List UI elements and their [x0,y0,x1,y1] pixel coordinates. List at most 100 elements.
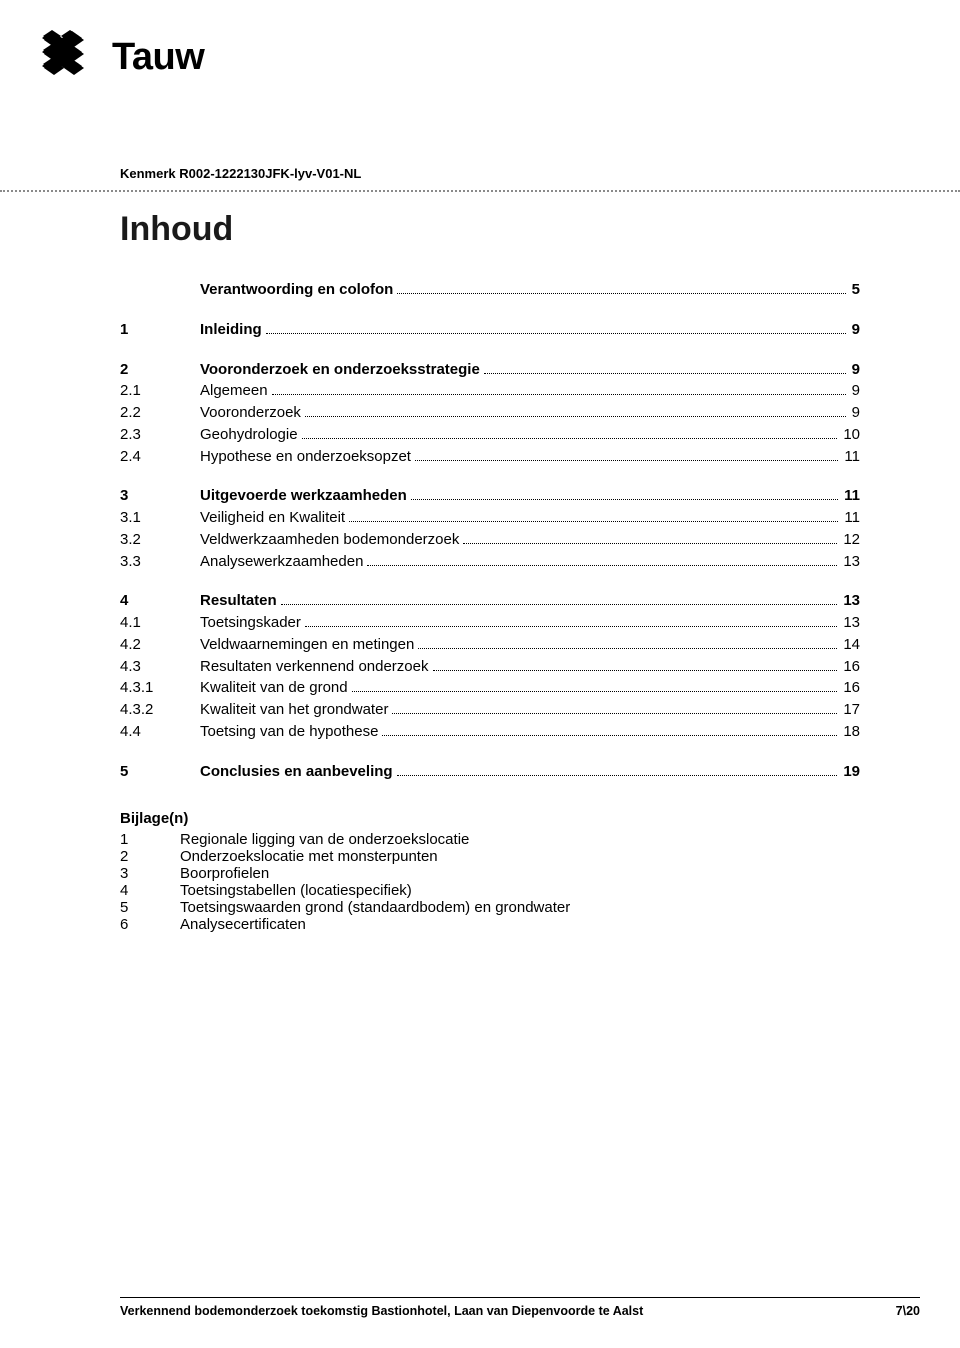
toc-entry-number: 4.4 [120,721,200,743]
footer-page-number: 7\20 [896,1304,920,1318]
toc-entry-number: 2.4 [120,446,200,468]
toc-entry-page: 9 [850,319,860,341]
toc-entry-page: 16 [841,656,860,678]
toc-entry: 3.3Analysewerkzaamheden13 [120,551,860,573]
toc-entry-page: 5 [850,279,860,301]
toc-leader-dots [302,430,838,439]
appendix-number: 5 [120,899,180,916]
page-footer: Verkennend bodemonderzoek toekomstig Bas… [120,1297,920,1318]
toc-leader-dots [349,513,838,522]
appendix-number: 1 [120,831,180,848]
toc-entry-title: Veiligheid en Kwaliteit [200,507,345,529]
toc-entry: 2.3Geohydrologie10 [120,424,860,446]
toc-leader-dots [281,596,838,605]
appendices: Bijlage(n) 1Regionale ligging van de ond… [120,810,860,933]
toc-entry-title: Kwaliteit van het grondwater [200,699,388,721]
divider-dotted [0,190,960,192]
toc-entry-number: 4.2 [120,634,200,656]
appendix-number: 4 [120,882,180,899]
toc-entry-number: 2.3 [120,424,200,446]
toc-entry-number: 4.3.2 [120,699,200,721]
toc-entry: 1Inleiding 9 [120,319,860,341]
appendix-number: 3 [120,865,180,882]
appendix-title: Analysecertificaten [180,916,860,933]
toc-entry-page: 17 [841,699,860,721]
toc-entry-title: Analysewerkzaamheden [200,551,363,573]
toc-leader-dots [397,767,838,776]
appendices-list: 1Regionale ligging van de onderzoeksloca… [120,831,860,933]
appendix-title: Boorprofielen [180,865,860,882]
logo-icon [38,28,96,86]
toc-entry-number: 4.3 [120,656,200,678]
toc-leader-dots [352,683,838,692]
toc-leader-dots [305,618,837,627]
toc-entry-page: 19 [841,761,860,783]
toc-entry-title: Toetsing van de hypothese [200,721,378,743]
toc-entry-title: Kwaliteit van de grond [200,677,348,699]
logo-text: Tauw [112,36,204,79]
toc-entry-title: Algemeen [200,380,268,402]
toc-section: 4Resultaten134.1Toetsingskader134.2Veldw… [120,590,860,742]
toc-entry-number: 2.2 [120,402,200,424]
toc-entry: 3.2Veldwerkzaamheden bodemonderzoek 12 [120,529,860,551]
toc-entry: 2.1Algemeen9 [120,380,860,402]
toc-leader-dots [367,557,837,566]
toc-entry-title: Veldwerkzaamheden bodemonderzoek [200,529,459,551]
toc-entry-number: 4.1 [120,612,200,634]
toc-entry: 3Uitgevoerde werkzaamheden11 [120,485,860,507]
document-reference: Kenmerk R002-1222130JFK-lyv-V01-NL [120,166,361,181]
toc-leader-dots [463,535,837,544]
toc-entry: 4.3Resultaten verkennend onderzoek 16 [120,656,860,678]
toc-entry: 4Resultaten 13 [120,590,860,612]
toc-entry-number: 3 [120,485,200,507]
toc-entry-title: Vooronderzoek en onderzoeksstrategie [200,359,480,381]
toc-entry-number: 4 [120,590,200,612]
footer-title: Verkennend bodemonderzoek toekomstig Bas… [120,1304,643,1318]
toc-entry: 2.4Hypothese en onderzoeksopzet 11 [120,446,860,468]
appendix-title: Toetsingswaarden grond (standaardbodem) … [180,899,860,916]
toc-entry-page: 9 [850,359,860,381]
toc-entry-page: 11 [842,446,860,468]
toc-entry-title: Toetsingskader [200,612,301,634]
toc-entry-page: 13 [841,590,860,612]
toc-entry-page: 11 [842,507,860,529]
toc-entry-page: 12 [841,529,860,551]
appendix-item: 5Toetsingswaarden grond (standaardbodem)… [120,899,860,916]
toc-entry-number: 3.1 [120,507,200,529]
toc-entry-title: Inleiding [200,319,262,341]
toc-entry-title: Hypothese en onderzoeksopzet [200,446,411,468]
toc-entry: 4.2Veldwaarnemingen en metingen 14 [120,634,860,656]
appendix-title: Onderzoekslocatie met monsterpunten [180,848,860,865]
toc-entry-page: 13 [841,612,860,634]
toc-entry: 5Conclusies en aanbeveling19 [120,761,860,783]
toc-entry-number: 5 [120,761,200,783]
toc-entry-title: Verantwoording en colofon [200,279,393,301]
appendix-title: Regionale ligging van de onderzoekslocat… [180,831,860,848]
toc-entry: 4.1Toetsingskader 13 [120,612,860,634]
toc-entry-number: 3.2 [120,529,200,551]
toc-entry-page: 18 [841,721,860,743]
toc-entry-title: Veldwaarnemingen en metingen [200,634,414,656]
toc-leader-dots [272,386,846,395]
page: Tauw Kenmerk R002-1222130JFK-lyv-V01-NL … [0,0,960,1348]
toc-entry-number: 1 [120,319,200,341]
toc-entry-title: Uitgevoerde werkzaamheden [200,485,407,507]
toc-entry: Verantwoording en colofon 5 [120,279,860,301]
toc-entry-number: 2 [120,359,200,381]
toc-leader-dots [305,408,846,417]
toc-section: 3Uitgevoerde werkzaamheden113.1Veilighei… [120,485,860,572]
toc-entry-title: Resultaten verkennend onderzoek [200,656,429,678]
toc-leader-dots [418,640,837,649]
toc-leader-dots [484,365,846,374]
toc-entry-page: 14 [841,634,860,656]
appendix-item: 3Boorprofielen [120,865,860,882]
content: Inhoud Verantwoording en colofon51Inleid… [120,210,860,933]
toc-entry-title: Resultaten [200,590,277,612]
toc-entry: 4.3.2Kwaliteit van het grondwater 17 [120,699,860,721]
toc-entry: 2.2Vooronderzoek9 [120,402,860,424]
toc-entry-page: 9 [850,380,860,402]
appendix-item: 4Toetsingstabellen (locatiespecifiek) [120,882,860,899]
appendix-item: 6Analysecertificaten [120,916,860,933]
toc-entry-number: 3.3 [120,551,200,573]
toc-leader-dots [433,662,838,671]
